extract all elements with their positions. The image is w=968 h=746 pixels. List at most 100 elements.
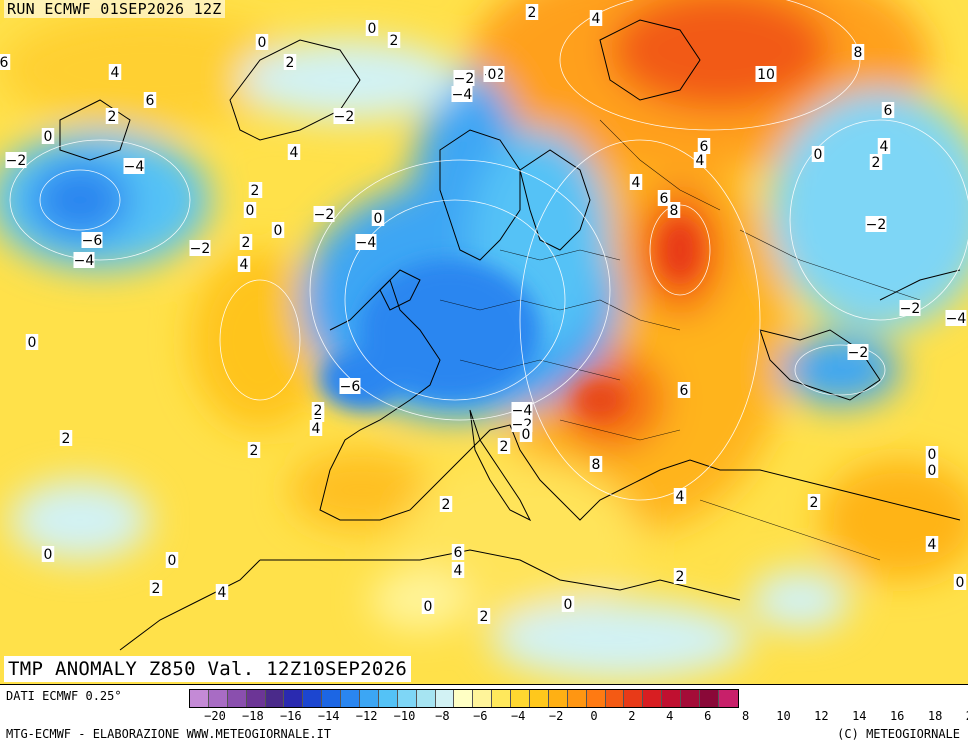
isotherm-label-bg bbox=[667, 202, 681, 218]
isotherm-label-bg bbox=[451, 86, 473, 102]
isotherm-label-bg bbox=[673, 488, 687, 504]
colorbar-swatch bbox=[718, 690, 738, 707]
isotherm-label: 4 bbox=[632, 175, 641, 191]
isotherm-label: 2 bbox=[442, 497, 451, 513]
colorbar-swatch bbox=[284, 690, 304, 707]
isotherm-label-bg bbox=[387, 32, 401, 48]
isotherm-label: 2 bbox=[286, 55, 295, 71]
isotherm-label-bg bbox=[41, 128, 55, 144]
isotherm-label: 0 bbox=[522, 427, 531, 443]
isotherm-label-bg bbox=[239, 234, 253, 250]
isotherm-label: 0 bbox=[564, 597, 573, 613]
isotherm-label-bg bbox=[365, 20, 379, 36]
isotherm-label-bg bbox=[105, 108, 119, 124]
isotherm-label-bg bbox=[313, 206, 335, 222]
isotherm-label: 4 bbox=[928, 537, 937, 553]
isotherm-label: 4 bbox=[676, 489, 685, 505]
isotherm-label: 2 bbox=[251, 183, 260, 199]
isotherm-label-bg bbox=[215, 584, 229, 600]
isotherm-label-bg bbox=[73, 252, 95, 268]
colorbar-swatch bbox=[643, 690, 663, 707]
isotherm-label-bg bbox=[899, 300, 921, 316]
anomaly-map: 24020646220−2−4−2−6−4−220240420−2−4−2−4−… bbox=[0, 0, 968, 684]
colorbar-swatch bbox=[586, 690, 606, 707]
isotherm-label-bg bbox=[149, 580, 163, 596]
isotherm-label: 8 bbox=[592, 457, 601, 473]
colorbar-tick-label: −14 bbox=[317, 709, 340, 723]
isotherm-label: 0 bbox=[274, 223, 283, 239]
credits-label: MTG-ECMWF - ELABORAZIONE WWW.METEOGIORNA… bbox=[6, 727, 332, 741]
isotherm-label: 0 bbox=[168, 553, 177, 569]
colorbar-swatch bbox=[303, 690, 323, 707]
isotherm-label: 2 bbox=[810, 495, 819, 511]
isotherm-label-bg bbox=[453, 70, 475, 86]
colorbar-swatch bbox=[548, 690, 568, 707]
isotherm-label-bg bbox=[877, 138, 891, 154]
isotherm-label-bg bbox=[108, 64, 122, 80]
isotherm-label: 8 bbox=[854, 45, 863, 61]
isotherm-label-bg bbox=[561, 596, 575, 612]
isotherm-label-bg bbox=[589, 456, 603, 472]
isotherm-label-bg bbox=[243, 202, 257, 218]
isotherm-label: 2 bbox=[390, 33, 399, 49]
anomaly-map-canvas: 24020646220−2−4−2−6−4−220240420−2−4−2−4−… bbox=[0, 0, 968, 684]
colorbar-swatch bbox=[246, 690, 266, 707]
colorbar-swatch bbox=[530, 690, 549, 707]
isotherm-label: −2 bbox=[848, 345, 869, 361]
map-title: TMP ANOMALY Z850 Val. 12Z10SEP2026 bbox=[4, 656, 412, 682]
run-title: RUN ECMWF 01SEP2026 12Z bbox=[4, 0, 225, 18]
isotherm-label: 6 bbox=[660, 191, 669, 207]
anomaly-cores bbox=[320, 220, 700, 420]
isotherm-label-bg bbox=[697, 138, 711, 154]
isotherm-label: 2 bbox=[676, 569, 685, 585]
isotherm-label: 4 bbox=[290, 145, 299, 161]
isotherm-label-bg bbox=[953, 574, 967, 590]
isotherm-label: 4 bbox=[218, 585, 227, 601]
isotherm-label: 6 bbox=[0, 55, 9, 71]
colorbar-swatch bbox=[227, 690, 247, 707]
isotherm-label: 2 bbox=[480, 609, 489, 625]
colorbar-tick-label: 16 bbox=[889, 709, 905, 723]
isotherm-label-bg bbox=[165, 552, 179, 568]
isotherm-label-bg bbox=[189, 240, 211, 256]
isotherm-label-bg bbox=[847, 344, 869, 360]
colorbar-swatch bbox=[511, 690, 531, 707]
colorbar-tick-label: −2 bbox=[548, 709, 564, 723]
isotherm-label-bg bbox=[0, 54, 11, 70]
isotherm-label: 6 bbox=[454, 545, 463, 561]
colorbar-swatch bbox=[700, 690, 719, 707]
isotherm-label: −4 bbox=[452, 87, 473, 103]
colorbar-tick-label: −10 bbox=[393, 709, 416, 723]
colorbar-swatch bbox=[454, 690, 474, 707]
isotherm-label: 0 bbox=[488, 67, 497, 83]
colorbar-swatch bbox=[681, 690, 701, 707]
isotherm-label: −4 bbox=[946, 311, 967, 327]
isotherm-label: 0 bbox=[28, 335, 37, 351]
isotherm-label: 4 bbox=[592, 11, 601, 27]
colorbar-tick-label: −20 bbox=[204, 709, 226, 723]
isotherm-label-bg bbox=[497, 438, 511, 454]
colorbar-tick-label: −4 bbox=[510, 709, 526, 723]
isotherm-label-bg bbox=[881, 102, 895, 118]
isotherm-label-bg bbox=[333, 108, 355, 124]
colorbar-swatch bbox=[605, 690, 625, 707]
isotherm-label: 10 bbox=[757, 67, 775, 83]
isotherm-label-bg bbox=[869, 154, 883, 170]
isotherm-label-bg bbox=[629, 174, 643, 190]
colorbar-tick-label: 2 bbox=[628, 709, 636, 723]
isotherm-label: 0 bbox=[424, 599, 433, 615]
colorbar-tick-label: 18 bbox=[927, 709, 943, 723]
isotherm-label-bg bbox=[309, 420, 323, 436]
isotherm-label-bg bbox=[271, 222, 285, 238]
isotherm-label-bg bbox=[755, 66, 777, 82]
isotherm-label-bg bbox=[925, 462, 939, 478]
isotherm-label: 4 bbox=[696, 153, 705, 169]
isotherm-label: 0 bbox=[258, 35, 267, 51]
footer: DATI ECMWF 0.25° −20 −18 −16 −14 −12 −10 −8 −6−… bbox=[0, 684, 968, 746]
colorbar-tick-label: 6 bbox=[704, 709, 712, 723]
isotherm-label-bg bbox=[851, 44, 865, 60]
colorbar-swatch bbox=[190, 690, 209, 707]
isotherm-label: 2 bbox=[250, 443, 259, 459]
isotherm-label: 0 bbox=[928, 447, 937, 463]
